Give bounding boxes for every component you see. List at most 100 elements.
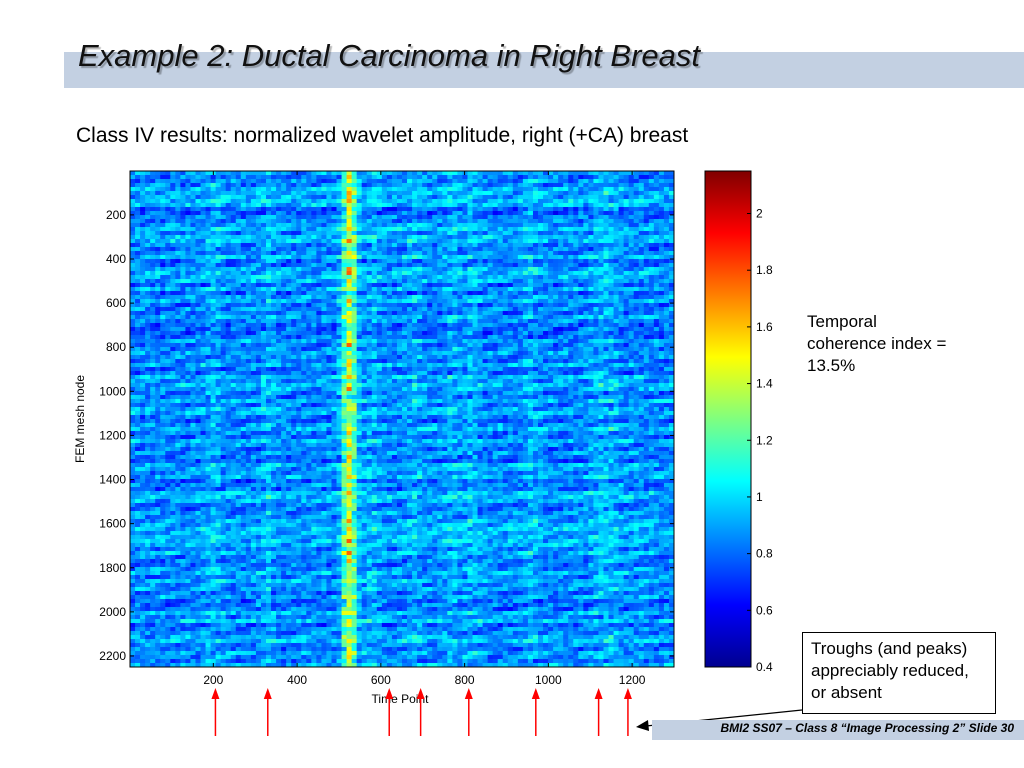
heatmap-cell	[341, 263, 348, 268]
heatmap-cell	[326, 227, 333, 232]
heatmap-cell	[145, 323, 151, 328]
heatmap-cell	[250, 307, 257, 312]
heatmap-cell	[663, 335, 670, 340]
heatmap-cell	[195, 259, 202, 264]
heatmap-cell	[205, 339, 212, 344]
heatmap-cell	[628, 227, 635, 232]
heatmap-cell	[422, 211, 428, 216]
heatmap-cell	[356, 223, 363, 228]
heatmap-cell	[553, 267, 559, 272]
heatmap-cell	[150, 303, 156, 308]
heatmap-cell	[351, 287, 358, 292]
heatmap-cell	[543, 195, 549, 200]
heatmap-cell	[170, 171, 176, 176]
heatmap-cell	[356, 351, 363, 356]
heatmap-cell	[215, 203, 222, 208]
heatmap-cell	[432, 247, 438, 252]
title-band	[64, 52, 1024, 88]
heatmap-cell	[180, 231, 187, 236]
heatmap-cell	[663, 351, 670, 356]
heatmap-cell	[502, 323, 509, 328]
heatmap-cell	[165, 187, 171, 192]
heatmap-cell	[130, 275, 136, 280]
heatmap-cell	[553, 243, 559, 248]
heatmap-cell	[296, 191, 302, 196]
heatmap-cell	[381, 315, 388, 320]
heatmap-cell	[165, 331, 171, 336]
heatmap-cell	[150, 207, 156, 212]
heatmap-cell	[321, 303, 328, 308]
heatmap-cell	[527, 291, 534, 296]
heatmap-cell	[346, 331, 353, 336]
heatmap-cell	[447, 199, 453, 204]
heatmap-cell	[558, 247, 564, 252]
heatmap-cell	[306, 187, 312, 192]
heatmap-cell	[442, 179, 448, 184]
heatmap-cell	[281, 271, 287, 276]
heatmap-cell	[613, 203, 620, 208]
heatmap-cell	[472, 343, 479, 348]
heatmap-cell	[296, 343, 302, 348]
heatmap-cell	[235, 291, 242, 296]
heatmap-cell	[331, 299, 338, 304]
heatmap-cell	[467, 219, 474, 224]
heatmap-cell	[452, 351, 459, 356]
heatmap-cell	[442, 347, 448, 352]
heatmap-cell	[543, 335, 549, 340]
heatmap-cell	[150, 275, 156, 280]
heatmap-cell	[472, 219, 479, 224]
heatmap-cell	[492, 255, 499, 260]
heatmap-cell	[311, 351, 317, 356]
heatmap-cell	[311, 231, 317, 236]
heatmap-cell	[548, 267, 554, 272]
heatmap-cell	[306, 219, 312, 224]
heatmap-cell	[477, 315, 484, 320]
heatmap-cell	[482, 235, 489, 240]
heatmap-cell	[412, 323, 418, 328]
heatmap-cell	[472, 203, 479, 208]
heatmap-cell	[507, 291, 514, 296]
heatmap-cell	[396, 335, 403, 340]
heatmap-cell	[195, 223, 202, 228]
heatmap-cell	[578, 339, 584, 344]
heatmap-cell	[215, 279, 222, 284]
heatmap-cell	[588, 307, 595, 312]
heatmap-cell	[260, 207, 267, 212]
heatmap-cell	[512, 287, 519, 292]
heatmap-cell	[477, 231, 484, 236]
heatmap-cell	[145, 243, 151, 248]
heatmap-cell	[381, 287, 388, 292]
heatmap-cell	[583, 275, 589, 280]
heatmap-cell	[185, 327, 192, 332]
heatmap-cell	[195, 247, 202, 252]
heatmap-cell	[351, 275, 358, 280]
heatmap-cell	[240, 255, 247, 260]
heatmap-cell	[346, 203, 353, 208]
heatmap-cell	[538, 291, 544, 296]
heatmap-cell	[643, 263, 650, 268]
heatmap-cell	[472, 247, 479, 252]
heatmap-cell	[316, 319, 323, 324]
heatmap-cell	[331, 339, 338, 344]
heatmap-cell	[311, 295, 317, 300]
heatmap-cell	[578, 251, 584, 256]
heatmap-cell	[668, 263, 674, 268]
heatmap-cell	[507, 319, 514, 324]
heatmap-cell	[165, 243, 171, 248]
heatmap-cell	[563, 243, 569, 248]
heatmap-cell	[643, 327, 650, 332]
heatmap-cell	[462, 339, 469, 344]
heatmap-cell	[326, 239, 333, 244]
heatmap-cell	[321, 195, 328, 200]
heatmap-cell	[553, 195, 559, 200]
heatmap-cell	[235, 171, 242, 176]
heatmap-cell	[130, 199, 136, 204]
heatmap-cell	[130, 195, 136, 200]
heatmap-cell	[205, 227, 212, 232]
heatmap-cell	[230, 251, 237, 256]
heatmap-cell	[175, 327, 181, 332]
heatmap-cell	[371, 347, 378, 352]
heatmap-cell	[553, 179, 559, 184]
heatmap-cell	[361, 319, 368, 324]
heatmap-cell	[437, 219, 443, 224]
